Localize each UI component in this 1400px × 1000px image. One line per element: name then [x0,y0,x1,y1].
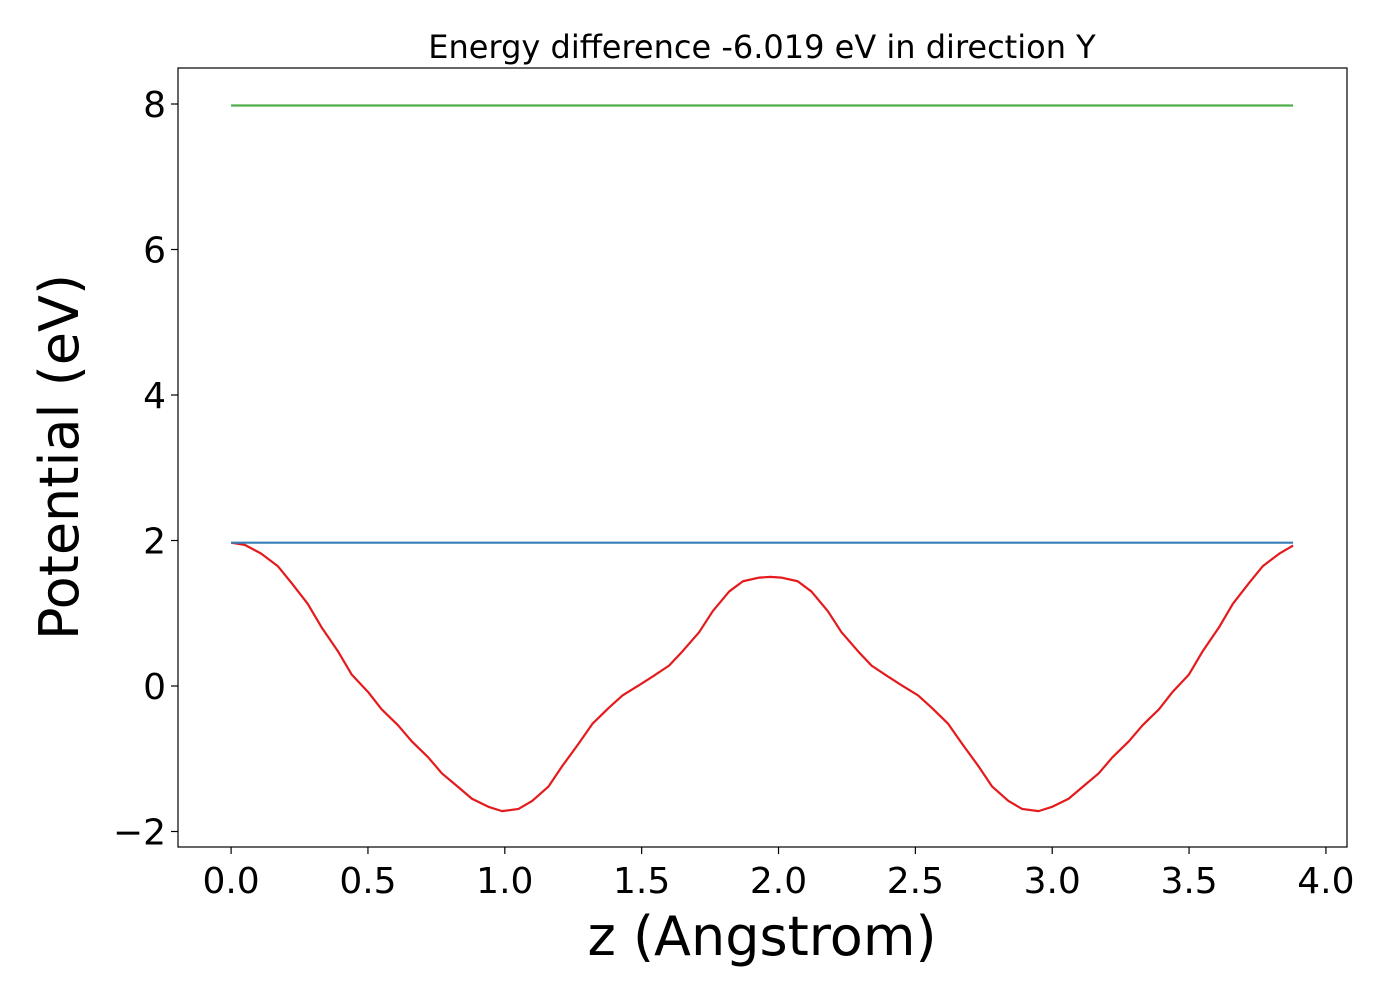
x-axis-label: z (Angstrom) [587,905,936,968]
x-tick-label: 3.0 [1024,861,1081,902]
y-tick-label: 6 [143,231,166,272]
x-tick-label: 0.5 [339,861,396,902]
y-tick-label: 4 [143,376,166,417]
x-tick-label: 3.5 [1160,861,1217,902]
y-axis-label: Potential (eV) [28,274,91,640]
y-tick-label: 8 [143,85,166,126]
x-tick-label: 0.0 [202,861,259,902]
y-tick-label: −2 [113,813,166,854]
x-tick-label: 1.0 [476,861,533,902]
chart-title: Energy difference -6.019 eV in direction… [428,28,1096,66]
x-tick-label: 4.0 [1297,861,1354,902]
y-tick-label: 2 [143,522,166,563]
plot-frame [177,67,1348,848]
series-line [230,541,1294,813]
x-tick-label: 2.0 [750,861,807,902]
x-tick-label: 1.5 [613,861,670,902]
x-tick-label: 2.5 [887,861,944,902]
y-tick-label: 0 [143,667,166,708]
